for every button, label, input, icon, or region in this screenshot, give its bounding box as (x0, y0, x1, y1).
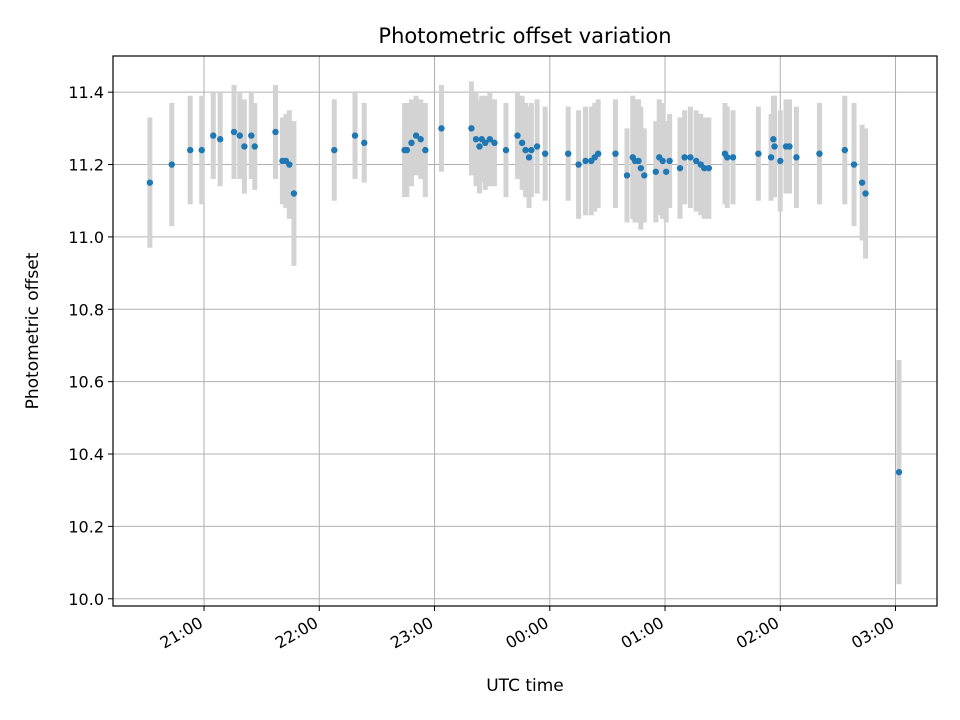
chart-title: Photometric offset variation (378, 24, 671, 48)
data-point (491, 139, 498, 147)
data-point (476, 143, 483, 150)
data-point (187, 146, 194, 154)
data-point (290, 190, 298, 197)
data-point (652, 168, 660, 175)
data-point (502, 146, 510, 154)
data-point (594, 150, 602, 157)
data-point (230, 128, 238, 136)
data-point (681, 154, 688, 161)
x-axis-label: UTC time (486, 676, 564, 696)
data-point (659, 157, 666, 165)
y-tick-label: 10.2 (68, 517, 104, 536)
data-point (518, 139, 526, 147)
data-point (676, 164, 684, 172)
data-point (286, 161, 293, 168)
data-point (468, 125, 475, 132)
data-point (541, 150, 549, 157)
data-point (251, 143, 258, 150)
data-point (236, 132, 243, 139)
data-point (771, 143, 778, 150)
data-point (692, 157, 700, 165)
data-points (146, 125, 903, 476)
data-point (210, 132, 217, 139)
data-point (582, 157, 589, 165)
data-point (525, 154, 533, 161)
data-point (705, 164, 713, 172)
data-point (168, 161, 175, 168)
data-point (272, 128, 279, 136)
data-point (198, 146, 205, 154)
y-tick-label: 10.0 (68, 590, 104, 609)
y-tick-label: 11.4 (68, 83, 104, 102)
data-point (612, 150, 619, 157)
data-point (146, 179, 154, 186)
y-axis-label: Photometric offset (23, 252, 43, 409)
data-point (248, 132, 255, 139)
data-point (216, 136, 224, 143)
y-tick-label: 11.2 (68, 156, 104, 175)
data-point (565, 150, 572, 157)
data-point (777, 157, 784, 165)
data-point (793, 154, 800, 161)
data-point (623, 172, 631, 179)
data-point (533, 143, 541, 150)
data-point (641, 172, 648, 179)
data-point (403, 146, 411, 154)
data-point (786, 143, 793, 150)
data-point (701, 164, 708, 172)
data-point (361, 139, 368, 147)
data-point (729, 154, 737, 161)
data-point (422, 146, 429, 154)
data-point (482, 139, 489, 147)
data-point (841, 146, 849, 154)
data-point (635, 157, 642, 165)
data-point (662, 168, 670, 175)
data-point (687, 154, 694, 161)
data-point (486, 136, 494, 143)
data-point (666, 157, 673, 165)
y-tick-label: 10.6 (68, 373, 104, 392)
data-point (816, 150, 823, 157)
data-point (417, 136, 424, 143)
data-point (514, 132, 521, 139)
data-point (241, 143, 248, 150)
data-point (850, 161, 858, 168)
data-point (858, 179, 866, 186)
y-tick-label: 11.0 (68, 228, 104, 247)
data-point (351, 132, 359, 139)
data-point (472, 136, 480, 143)
data-point (408, 139, 415, 147)
data-point (770, 136, 777, 143)
data-point (438, 125, 445, 132)
data-point (412, 132, 420, 139)
y-tick-label: 10.8 (68, 300, 104, 319)
data-point (862, 190, 869, 197)
data-point (724, 154, 731, 161)
data-point (895, 468, 903, 476)
data-point (767, 154, 775, 161)
data-point (575, 161, 582, 168)
y-tick-label: 10.4 (68, 445, 104, 464)
plot-frame (112, 55, 938, 607)
data-point (522, 146, 529, 154)
data-point (331, 146, 338, 154)
y-axis-ticks: 10.0 10.2 10.4 10.6 10.8 11.0 11.2 11.4 (68, 83, 113, 609)
data-point (528, 146, 535, 154)
data-point (755, 150, 762, 157)
data-point (637, 164, 645, 172)
